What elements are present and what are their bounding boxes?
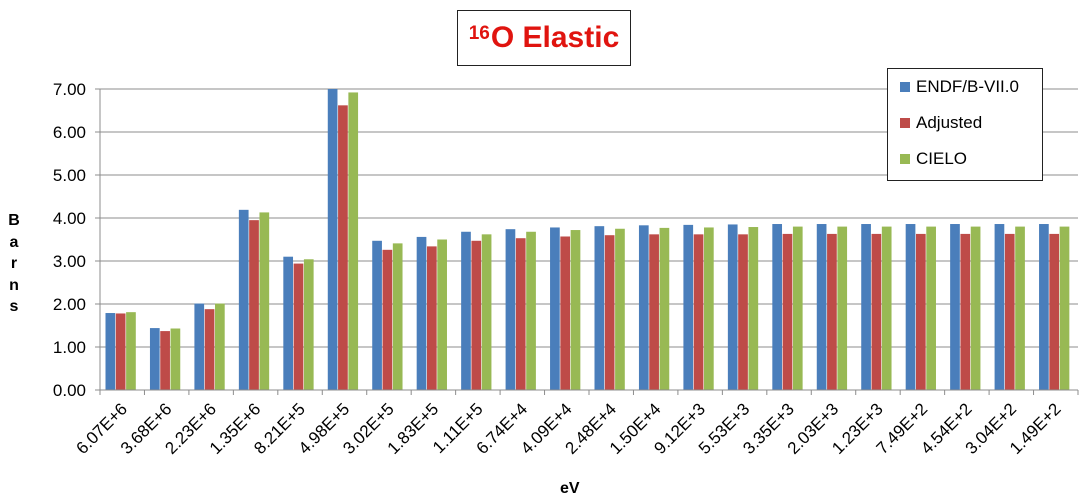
y-tick-label: 3.00: [53, 252, 86, 271]
bar-endf-b-vii-0: [283, 256, 294, 390]
y-tick-label: 6.00: [53, 123, 86, 142]
bar-adjusted: [604, 235, 615, 390]
bar-adjusted: [1004, 233, 1015, 390]
bar-adjusted: [249, 220, 259, 390]
chart-title-box: 16 O Elastic: [457, 10, 631, 66]
bar-cielo: [392, 243, 403, 390]
bar-adjusted: [738, 234, 748, 390]
chart-title-mass-number: 16: [468, 23, 490, 44]
bar-adjusted: [115, 313, 126, 390]
bar-cielo: [748, 227, 759, 390]
bar-cielo: [881, 226, 892, 390]
bar-adjusted: [915, 233, 926, 390]
bar-adjusted: [693, 234, 704, 390]
y-axis-label-letter: a: [9, 233, 19, 251]
bar-cielo: [303, 259, 314, 390]
y-tick-label: 4.00: [53, 209, 86, 228]
bar-endf-b-vii-0: [105, 313, 116, 390]
bar-endf-b-vii-0: [638, 225, 649, 390]
bar-adjusted: [204, 309, 215, 390]
bar-cielo: [170, 328, 181, 390]
bar-cielo: [615, 228, 625, 390]
y-tick-label: 7.00: [53, 80, 86, 99]
bar-adjusted: [515, 238, 526, 390]
bar-endf-b-vii-0: [550, 227, 560, 390]
bar-adjusted: [426, 246, 437, 390]
bar-cielo: [1059, 226, 1070, 390]
bar-endf-b-vii-0: [416, 236, 427, 390]
bar-cielo: [126, 312, 136, 390]
bar-endf-b-vii-0: [461, 231, 471, 390]
bar-cielo: [259, 212, 270, 390]
bar-cielo: [704, 227, 714, 390]
bar-cielo: [659, 227, 670, 390]
y-axis-label-letter: s: [9, 298, 19, 315]
bar-endf-b-vii-0: [816, 224, 827, 390]
bar-cielo: [215, 303, 225, 390]
y-tick-label: 2.00: [53, 295, 86, 314]
legend-label-adjusted: Adjusted: [916, 113, 983, 132]
bar-cielo: [792, 226, 803, 390]
y-axis-label: B a r n s: [4, 210, 24, 318]
y-tick-label: 5.00: [53, 166, 86, 185]
bar-endf-b-vii-0: [238, 209, 249, 390]
y-axis-label-letter: B: [8, 212, 20, 229]
bar-cielo: [437, 239, 447, 390]
bar-endf-b-vii-0: [149, 328, 160, 390]
legend-swatch-endf: [900, 82, 910, 92]
legend-swatch-adjusted: [900, 118, 910, 128]
y-axis-label-letter: n: [9, 276, 19, 294]
y-axis-label-letter: r: [10, 255, 18, 272]
legend-item-cielo: CIELO: [900, 149, 967, 169]
y-tick-label: 0.00: [53, 381, 86, 400]
bar-adjusted: [293, 263, 304, 390]
bar-cielo: [1015, 226, 1025, 390]
legend-label-endf: ENDF/B-VII.0: [916, 77, 1019, 96]
bar-endf-b-vii-0: [683, 224, 694, 390]
legend-swatch-cielo: [900, 154, 910, 164]
bar-endf-b-vii-0: [772, 224, 783, 390]
bar-cielo: [970, 226, 981, 390]
bar-endf-b-vii-0: [594, 226, 605, 390]
chart-title-text: O Elastic: [490, 21, 620, 54]
bar-cielo: [837, 226, 848, 390]
legend-item-adjusted: Adjusted: [900, 113, 982, 133]
bar-adjusted: [382, 249, 393, 390]
bar-cielo: [481, 234, 492, 390]
bar-adjusted: [649, 234, 659, 390]
bar-endf-b-vii-0: [861, 224, 871, 390]
bar-endf-b-vii-0: [1039, 224, 1049, 390]
bar-adjusted: [160, 331, 170, 390]
bar-endf-b-vii-0: [994, 224, 1005, 390]
bar-adjusted: [471, 240, 482, 390]
bar-endf-b-vii-0: [950, 224, 960, 390]
bar-cielo: [570, 230, 581, 390]
bar-cielo: [926, 226, 936, 390]
y-tick-label: 1.00: [53, 338, 86, 357]
bar-adjusted: [960, 233, 971, 390]
bar-endf-b-vii-0: [327, 89, 338, 390]
bar-adjusted: [338, 105, 348, 390]
bar-adjusted: [560, 236, 571, 390]
bar-cielo: [526, 231, 536, 390]
bar-adjusted: [827, 233, 837, 390]
bar-endf-b-vii-0: [194, 303, 205, 390]
bar-endf-b-vii-0: [372, 240, 382, 390]
bar-endf-b-vii-0: [727, 224, 738, 390]
x-axis-label: eV: [560, 480, 580, 497]
bar-endf-b-vii-0: [505, 229, 516, 390]
chart-legend: ENDF/B-VII.0 Adjusted CIELO: [887, 68, 1043, 181]
bar-cielo: [348, 92, 359, 390]
bar-endf-b-vii-0: [905, 224, 916, 390]
bar-adjusted: [871, 233, 882, 390]
legend-label-cielo: CIELO: [916, 149, 968, 168]
bar-adjusted: [782, 233, 793, 390]
legend-item-endf: ENDF/B-VII.0: [900, 77, 1019, 97]
bar-adjusted: [1049, 233, 1060, 390]
